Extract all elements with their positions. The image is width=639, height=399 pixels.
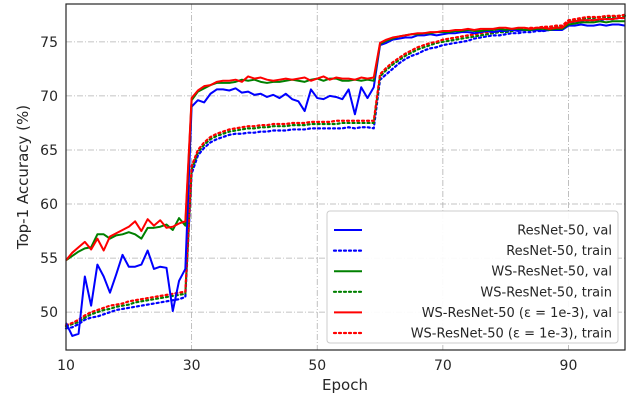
y-axis-label: Top-1 Accuracy (%)	[14, 105, 32, 250]
series-line-2	[65, 20, 625, 262]
legend-label-0: ResNet-50, val	[517, 224, 612, 239]
x-tick-label: 70	[434, 358, 452, 374]
x-tick-label: 50	[308, 358, 326, 374]
legend-label-4: WS-ResNet-50 (ε = 1e-3), val	[422, 306, 612, 321]
legend-label-2: WS-ResNet-50, val	[491, 265, 612, 280]
y-tick-label: 65	[40, 143, 58, 159]
y-tick-labels: 50 55 60 65 70 75	[40, 35, 58, 321]
x-tick-label: 90	[560, 358, 578, 374]
legend-box	[326, 210, 619, 344]
plot-frame	[65, 3, 626, 351]
legend-label-3: WS-ResNet-50, train	[480, 285, 612, 300]
legend: ResNet-50, val ResNet-50, train WS-ResNet-…	[326, 210, 619, 344]
y-tick-label: 55	[40, 251, 58, 267]
x-tick-label: 30	[183, 358, 201, 374]
y-tick-label: 70	[40, 89, 58, 105]
series-line-4	[65, 17, 625, 261]
series-layer	[64, 13, 627, 337]
y-tick-label: 60	[40, 197, 58, 213]
y-tick-label: 50	[40, 305, 58, 321]
legend-label-1: ResNet-50, train	[506, 244, 612, 259]
legend-label-5: WS-ResNet-50 (ε = 1e-3), train	[411, 327, 612, 342]
series-line-1	[64, 16, 627, 330]
y-tick-label: 75	[40, 35, 58, 51]
x-tick-labels: 10 30 50 70 90	[57, 358, 577, 374]
x-axis-label: Epoch	[322, 376, 368, 394]
x-tick-label: 10	[57, 358, 75, 374]
